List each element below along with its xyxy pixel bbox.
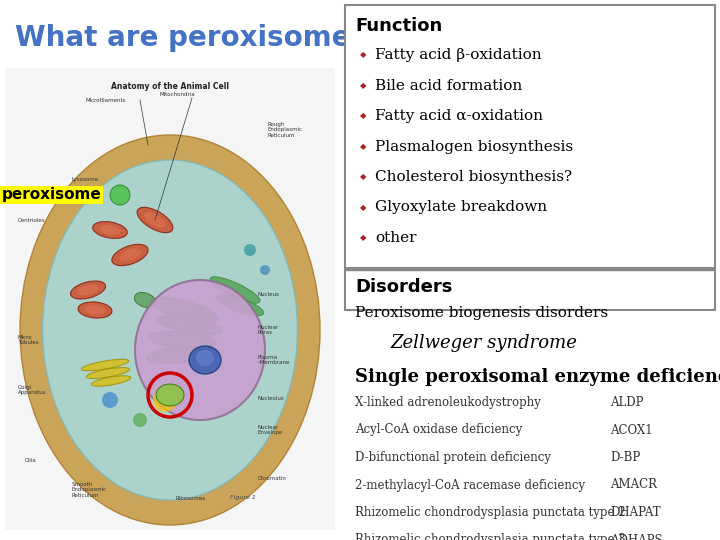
- Text: Smooth
Endoplasmic
Reticulum: Smooth Endoplasmic Reticulum: [72, 482, 107, 498]
- Text: Micro
Tubules: Micro Tubules: [18, 335, 39, 346]
- Ellipse shape: [148, 332, 216, 348]
- Ellipse shape: [93, 221, 127, 239]
- Circle shape: [102, 392, 118, 408]
- Text: Cilia: Cilia: [25, 457, 37, 462]
- Ellipse shape: [158, 315, 222, 335]
- Ellipse shape: [42, 160, 297, 500]
- Text: What are peroxisomes?: What are peroxisomes?: [15, 24, 383, 52]
- Ellipse shape: [85, 305, 105, 315]
- Text: 2-methylacyl-CoA racemase deficiency: 2-methylacyl-CoA racemase deficiency: [355, 478, 585, 491]
- Text: DHAPAT: DHAPAT: [610, 506, 661, 519]
- Text: Function: Function: [355, 17, 442, 35]
- Ellipse shape: [146, 347, 210, 363]
- Text: Ribosomes: Ribosomes: [175, 496, 205, 501]
- Text: ◆: ◆: [360, 233, 366, 242]
- Text: Fatty acid α-oxidation: Fatty acid α-oxidation: [375, 109, 543, 123]
- Ellipse shape: [151, 298, 219, 322]
- FancyBboxPatch shape: [5, 68, 335, 530]
- Text: Cholesterol biosynthesis?: Cholesterol biosynthesis?: [375, 170, 572, 184]
- Circle shape: [244, 244, 256, 256]
- Ellipse shape: [137, 207, 173, 233]
- Text: Golgi
Apparatus: Golgi Apparatus: [18, 384, 47, 395]
- Text: Nuclear
Poras: Nuclear Poras: [258, 325, 279, 335]
- Text: Peroxisome biogenesis disorders: Peroxisome biogenesis disorders: [355, 306, 608, 320]
- Text: D-BP: D-BP: [610, 451, 640, 464]
- Ellipse shape: [78, 285, 99, 295]
- Text: Rough
Endoplasmic
Reticulum: Rough Endoplasmic Reticulum: [268, 122, 303, 138]
- Text: Chromatin: Chromatin: [258, 476, 287, 481]
- Text: ◆: ◆: [360, 172, 366, 181]
- Text: Rhizomelic chondrodysplasia punctata type 3: Rhizomelic chondrodysplasia punctata typ…: [355, 534, 626, 540]
- Text: D-bifunctional protein deficiency: D-bifunctional protein deficiency: [355, 451, 551, 464]
- Text: Nuclear
Envelope: Nuclear Envelope: [258, 424, 283, 435]
- Circle shape: [133, 413, 147, 427]
- Ellipse shape: [119, 248, 141, 261]
- Text: Bile acid formation: Bile acid formation: [375, 78, 522, 92]
- Text: Single peroxisomal enzyme deficiencies: Single peroxisomal enzyme deficiencies: [355, 368, 720, 386]
- Circle shape: [110, 185, 130, 205]
- Text: AMACR: AMACR: [610, 478, 657, 491]
- Ellipse shape: [156, 384, 184, 406]
- Text: ◆: ◆: [360, 203, 366, 212]
- Text: Plasma
–Membrane: Plasma –Membrane: [258, 355, 290, 366]
- Text: Rhizomelic chondrodysplasia punctata type 2: Rhizomelic chondrodysplasia punctata typ…: [355, 506, 626, 519]
- Ellipse shape: [81, 359, 129, 371]
- Circle shape: [260, 265, 270, 275]
- Text: ◆: ◆: [360, 51, 366, 59]
- Text: ◆: ◆: [360, 81, 366, 90]
- Text: Lysosome: Lysosome: [72, 178, 99, 183]
- Ellipse shape: [78, 302, 112, 318]
- Text: ADHAPS: ADHAPS: [610, 534, 662, 540]
- Ellipse shape: [112, 244, 148, 266]
- Ellipse shape: [71, 281, 106, 299]
- Ellipse shape: [20, 135, 320, 525]
- Text: Nucleolus: Nucleolus: [258, 395, 284, 401]
- Text: Microfilaments: Microfilaments: [85, 98, 125, 103]
- Text: Anatomy of the Animal Cell: Anatomy of the Animal Cell: [111, 82, 229, 91]
- Ellipse shape: [135, 280, 265, 420]
- Text: Plasmalogen biosynthesis: Plasmalogen biosynthesis: [375, 139, 573, 153]
- Text: other: other: [375, 231, 416, 245]
- Ellipse shape: [217, 294, 264, 316]
- Circle shape: [153, 388, 177, 412]
- Text: Glyoxylate breakdown: Glyoxylate breakdown: [375, 200, 547, 214]
- Text: Nucleus: Nucleus: [258, 293, 280, 298]
- Ellipse shape: [86, 368, 130, 379]
- Ellipse shape: [210, 277, 260, 303]
- Text: ◆: ◆: [360, 111, 366, 120]
- Text: Zellweger syndrome: Zellweger syndrome: [390, 334, 577, 352]
- Text: ALDP: ALDP: [610, 396, 644, 409]
- Text: Centrioles: Centrioles: [18, 218, 45, 222]
- Ellipse shape: [91, 376, 131, 386]
- Text: Figure 1: Figure 1: [230, 496, 256, 501]
- FancyBboxPatch shape: [345, 5, 715, 268]
- FancyBboxPatch shape: [345, 270, 715, 310]
- Ellipse shape: [189, 346, 221, 374]
- Text: Disorders: Disorders: [355, 278, 452, 296]
- Ellipse shape: [99, 225, 120, 235]
- Text: Mitochondria: Mitochondria: [160, 92, 196, 98]
- Text: Acyl-CoA oxidase deficiency: Acyl-CoA oxidase deficiency: [355, 423, 522, 436]
- Text: ACOX1: ACOX1: [610, 423, 652, 436]
- Text: Fatty acid β-oxidation: Fatty acid β-oxidation: [375, 48, 541, 62]
- Text: ◆: ◆: [360, 142, 366, 151]
- Ellipse shape: [196, 350, 214, 366]
- Text: peroxisome: peroxisome: [2, 187, 102, 202]
- Text: X-linked adrenoleukodystrophy: X-linked adrenoleukodystrophy: [355, 396, 541, 409]
- Ellipse shape: [144, 212, 166, 227]
- Ellipse shape: [135, 293, 156, 308]
